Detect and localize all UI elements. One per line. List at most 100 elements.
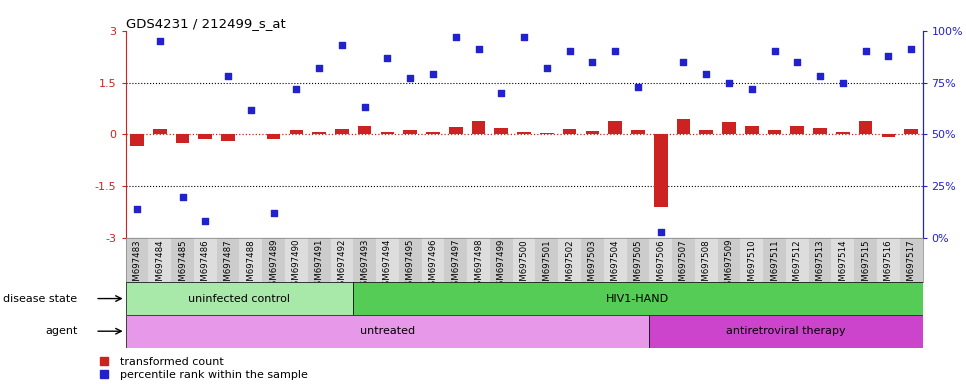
- Text: untreated: untreated: [360, 326, 415, 336]
- Bar: [718, 238, 740, 282]
- Text: GSM697490: GSM697490: [292, 239, 300, 291]
- Bar: [899, 238, 923, 282]
- Bar: [126, 282, 354, 315]
- Point: [289, 86, 304, 92]
- Bar: [421, 238, 444, 282]
- Text: GSM697501: GSM697501: [542, 239, 552, 291]
- Bar: [877, 238, 899, 282]
- Bar: [444, 238, 468, 282]
- Text: GSM697509: GSM697509: [724, 239, 733, 291]
- Bar: [604, 238, 627, 282]
- Bar: [335, 129, 349, 134]
- Point: [220, 73, 236, 79]
- Bar: [267, 134, 280, 139]
- Bar: [699, 130, 713, 134]
- Bar: [740, 238, 763, 282]
- Text: GSM697506: GSM697506: [656, 239, 666, 291]
- Point: [266, 210, 281, 216]
- Bar: [904, 129, 918, 134]
- Text: GSM697494: GSM697494: [383, 239, 392, 291]
- Bar: [130, 134, 144, 146]
- Text: GSM697485: GSM697485: [178, 239, 187, 291]
- Bar: [563, 129, 577, 134]
- Bar: [149, 238, 171, 282]
- Bar: [649, 238, 672, 282]
- Text: GSM697514: GSM697514: [838, 239, 847, 291]
- Point: [425, 71, 440, 77]
- Bar: [585, 131, 599, 134]
- Point: [789, 59, 805, 65]
- Text: GDS4231 / 212499_s_at: GDS4231 / 212499_s_at: [126, 17, 285, 30]
- Text: GSM697498: GSM697498: [474, 239, 483, 291]
- Bar: [449, 127, 463, 134]
- Bar: [517, 132, 531, 134]
- Text: GSM697484: GSM697484: [156, 239, 164, 291]
- Point: [812, 73, 828, 79]
- Bar: [285, 238, 308, 282]
- Bar: [813, 128, 827, 134]
- Bar: [745, 126, 758, 134]
- Bar: [495, 128, 508, 134]
- Point: [562, 48, 578, 55]
- Text: GSM697505: GSM697505: [634, 239, 642, 291]
- Bar: [198, 134, 213, 139]
- Text: GSM697510: GSM697510: [748, 239, 756, 291]
- Bar: [240, 238, 262, 282]
- Bar: [216, 238, 240, 282]
- Text: GSM697500: GSM697500: [520, 239, 528, 291]
- Text: GSM697511: GSM697511: [770, 239, 779, 291]
- Point: [698, 71, 714, 77]
- Text: GSM697517: GSM697517: [907, 239, 916, 291]
- Point: [448, 34, 464, 40]
- Point: [722, 79, 737, 86]
- Bar: [535, 238, 558, 282]
- Point: [744, 86, 759, 92]
- Bar: [540, 132, 554, 134]
- Bar: [790, 126, 804, 134]
- Bar: [763, 238, 786, 282]
- Point: [403, 75, 418, 81]
- Point: [129, 206, 145, 212]
- Bar: [513, 238, 535, 282]
- Text: GSM697488: GSM697488: [246, 239, 255, 291]
- Bar: [221, 134, 235, 141]
- Bar: [468, 238, 490, 282]
- Point: [152, 38, 167, 44]
- Bar: [354, 238, 376, 282]
- Text: antiretroviral therapy: antiretroviral therapy: [726, 326, 845, 336]
- Point: [539, 65, 554, 71]
- Bar: [308, 238, 330, 282]
- Text: GSM697497: GSM697497: [451, 239, 460, 291]
- Bar: [404, 130, 417, 134]
- Point: [311, 65, 327, 71]
- Point: [470, 46, 486, 53]
- Text: HIV1-HAND: HIV1-HAND: [607, 293, 669, 304]
- Bar: [676, 119, 691, 134]
- Bar: [194, 238, 216, 282]
- Text: GSM697483: GSM697483: [132, 239, 141, 291]
- Point: [584, 59, 600, 65]
- Bar: [654, 134, 668, 207]
- Bar: [126, 238, 149, 282]
- Point: [630, 84, 645, 90]
- Text: GSM697493: GSM697493: [360, 239, 369, 291]
- Bar: [809, 238, 832, 282]
- Point: [767, 48, 782, 55]
- Bar: [471, 121, 485, 134]
- Point: [676, 59, 692, 65]
- Text: GSM697515: GSM697515: [861, 239, 870, 291]
- Bar: [723, 122, 736, 134]
- Bar: [786, 238, 809, 282]
- Point: [835, 79, 850, 86]
- Text: GSM697512: GSM697512: [793, 239, 802, 291]
- Text: GSM697502: GSM697502: [565, 239, 574, 291]
- Text: GSM697486: GSM697486: [201, 239, 210, 291]
- Text: disease state: disease state: [3, 293, 77, 304]
- Bar: [399, 238, 421, 282]
- Bar: [882, 134, 895, 137]
- Bar: [836, 132, 850, 134]
- Point: [516, 34, 531, 40]
- Text: GSM697507: GSM697507: [679, 239, 688, 291]
- Bar: [426, 132, 440, 134]
- Text: agent: agent: [44, 326, 77, 336]
